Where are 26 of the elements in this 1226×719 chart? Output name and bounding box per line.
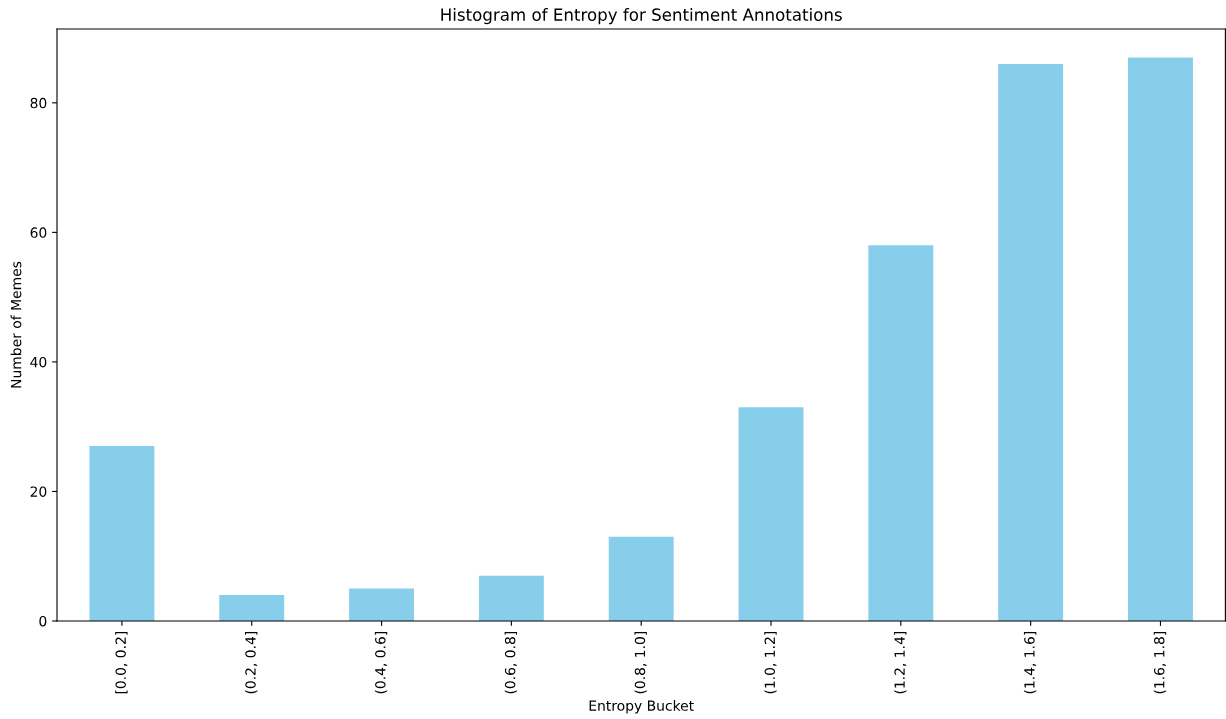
y-tick-label: 40 <box>30 356 47 368</box>
bar <box>349 588 415 621</box>
y-tick-label: 80 <box>30 97 47 109</box>
x-tick-label: (0.2, 0.4] <box>245 631 258 694</box>
bar <box>738 407 804 621</box>
x-tick-label: (0.8, 1.0] <box>634 631 647 694</box>
x-tick-label: (0.4, 0.6] <box>374 631 388 694</box>
bar <box>89 446 155 621</box>
y-tick-label: 0 <box>39 615 47 627</box>
x-tick-label: (1.2, 1.4] <box>894 631 907 694</box>
y-axis-title: Number of Memes <box>10 261 22 388</box>
bar <box>1128 57 1193 621</box>
x-tick-label: [0.0, 0.2] <box>115 631 128 694</box>
bar <box>868 245 934 621</box>
chart-title: Histogram of Entropy for Sentiment Annotations <box>441 8 842 25</box>
bar <box>608 536 674 621</box>
x-axis-title: Entropy Bucket <box>589 700 694 714</box>
y-tick-label: 60 <box>30 227 47 238</box>
x-tick-label: (0.6, 0.8] <box>504 631 518 694</box>
bar <box>998 63 1064 621</box>
x-tick-label: (1.4, 1.6] <box>1023 631 1037 694</box>
y-tick-label: 20 <box>30 486 47 497</box>
bar <box>478 575 544 621</box>
x-tick-label: (1.0, 1.2] <box>764 631 777 694</box>
x-tick-label: (1.6, 1.8] <box>1153 631 1167 694</box>
bar <box>219 595 285 621</box>
